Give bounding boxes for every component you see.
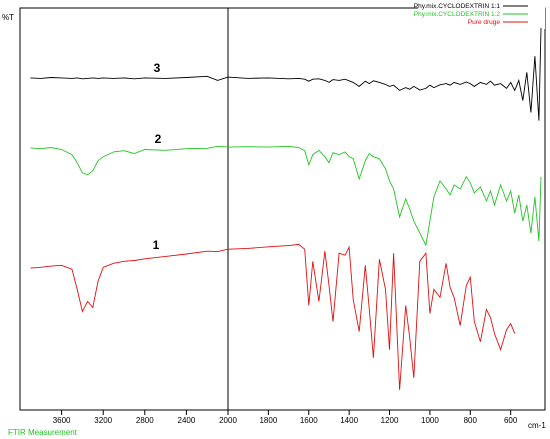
x-axis-label: cm-1: [528, 421, 546, 430]
x-tick-label: 1800: [259, 416, 277, 425]
x-tick-label: 2400: [178, 416, 196, 425]
curve-label: 1: [153, 238, 160, 252]
x-tick-label: 3600: [53, 416, 71, 425]
legend-label: Phy.mix.CYCLODEXTRIN 1:2: [414, 11, 501, 18]
x-tick-label: 1200: [381, 416, 399, 425]
legend-label: Phy.mix.CYCLODEXTRIN 1:1: [414, 3, 501, 10]
plot-frame: [19, 7, 546, 411]
x-tick-label: 1400: [340, 416, 358, 425]
spectrum-line: [30, 28, 542, 121]
y-axis-label: %T: [2, 13, 14, 22]
x-tick-label: 2800: [136, 416, 154, 425]
x-tick-label: 800: [464, 416, 478, 425]
spectrum-line: [30, 145, 542, 247]
x-tick-label: 2000: [219, 416, 237, 425]
x-tick-label: 3200: [94, 416, 112, 425]
x-tick-label: 600: [504, 416, 518, 425]
x-tick-label: 1000: [421, 416, 439, 425]
legend-label: Pure druge: [468, 19, 501, 26]
curve-label: 3: [154, 61, 161, 75]
x-tick-label: 1600: [300, 416, 318, 425]
footer: FTIR Measurement: [8, 428, 78, 437]
curve-label: 2: [155, 132, 162, 146]
spectrum-line: [30, 243, 516, 390]
